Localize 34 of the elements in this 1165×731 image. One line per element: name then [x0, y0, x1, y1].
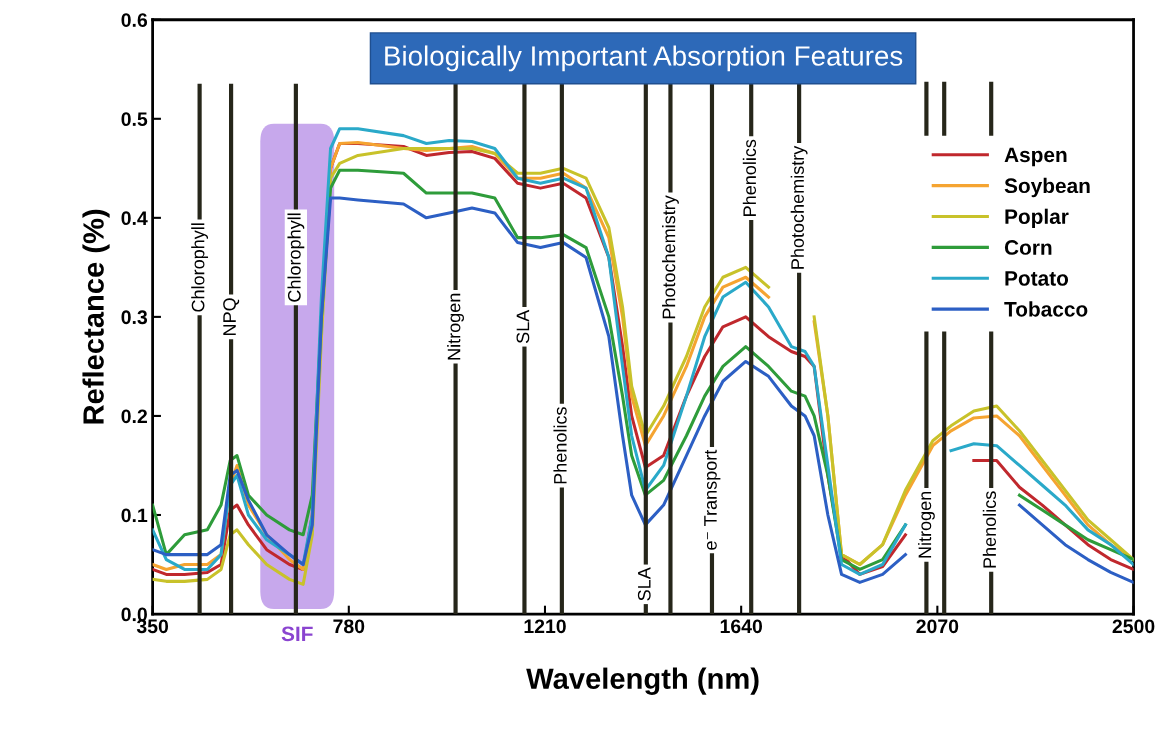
text: Biologically Important Absorption Features [385, 45, 903, 72]
x-tick-label: 780 [333, 619, 365, 634]
y-tick-label: 0.6 [121, 13, 148, 27]
y-tick-label: 0.4 [121, 211, 148, 226]
y-tick-label: 0.2 [121, 409, 147, 424]
ref-line-label: Phenolics [742, 139, 757, 216]
ref-line-label: e⁻ Transport [704, 449, 721, 550]
x-tick-label: 2070 [916, 619, 959, 634]
legend-label: Aspen [1004, 147, 1067, 167]
ref-line-label: Chlorophyll [191, 223, 209, 312]
legend-label: Soybean [1004, 177, 1090, 198]
ref-line-label: SLA [637, 567, 651, 601]
x-tick-label: 2500 [1112, 619, 1155, 634]
x-axis-title: Wavelength (nm) [526, 667, 759, 695]
legend-label: Corn [1004, 240, 1052, 255]
legend-label: Potato [1005, 271, 1069, 286]
ref-line-label: SLA [516, 309, 530, 344]
y-axis-title: Reflectance (%) [82, 209, 110, 424]
ref-line-label: Photochemistry [790, 145, 808, 269]
legend-label: Tobacco [1004, 301, 1088, 317]
band-label: SIF [281, 626, 313, 642]
x-tick-label: 1640 [720, 619, 763, 634]
ref-line-label: Nitrogen [917, 491, 935, 558]
ref-line-label: Chlorophyll [287, 213, 305, 302]
ref-line-label: Phenolics [982, 491, 997, 568]
ref-line-label: NPQ [223, 298, 240, 335]
y-tick-label: 0.3 [121, 310, 148, 325]
y-tick-label: 0.5 [121, 112, 148, 127]
y-tick-label: 0.1 [121, 508, 148, 523]
ref-line-label: Nitrogen [447, 293, 464, 360]
x-tick-label: 1210 [524, 619, 566, 634]
ref-line-label: Phenolics [553, 407, 567, 484]
legend-label: Poplar [1005, 208, 1069, 229]
ref-line-label: Photochemistry [662, 195, 679, 319]
